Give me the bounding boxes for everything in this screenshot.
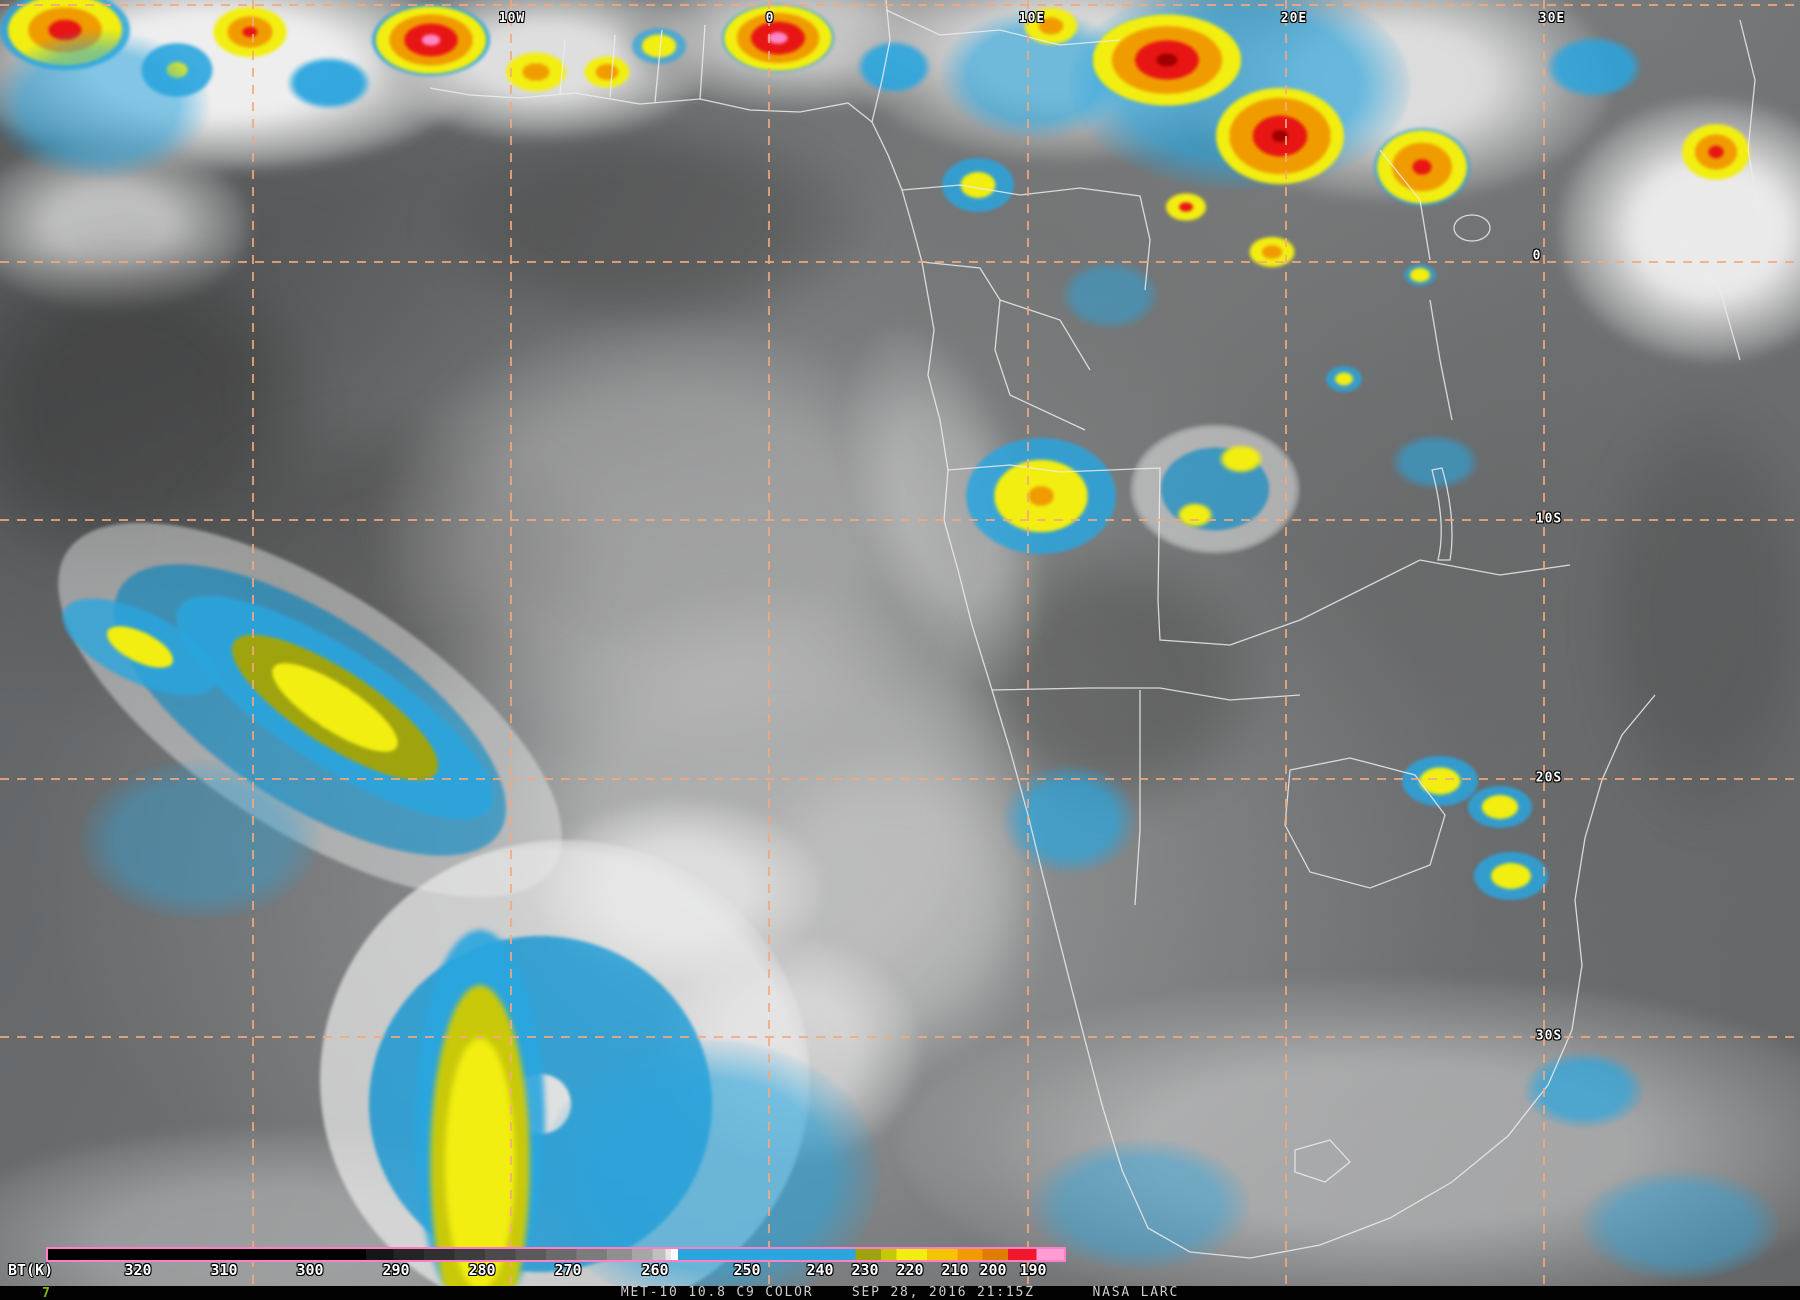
latitude-label: 0 (1532, 248, 1542, 264)
gridline-parallel (0, 778, 1800, 780)
dark-region (1590, 400, 1800, 830)
storm-cell (1164, 192, 1208, 222)
latitude-label: 30S (1535, 1028, 1563, 1044)
storm-cell (1546, 36, 1642, 98)
cloud-patch-blue (286, 56, 372, 110)
temperature-colorbar (46, 1247, 1066, 1262)
storm-cell (212, 6, 288, 58)
cloud-patch-blue (0, 30, 210, 180)
storm-cell (1682, 124, 1750, 180)
cloud-patch-blue (856, 40, 932, 94)
longitude-label: 10W (498, 11, 526, 26)
storm-cell-severe (722, 4, 834, 72)
storm-cell-severe (372, 4, 490, 76)
cloud-patch-blue (80, 760, 320, 920)
storm-cell-severe (1092, 14, 1242, 106)
dark-region (430, 120, 870, 330)
frame-number: 7 (42, 1286, 50, 1300)
storm-cell (1022, 6, 1080, 46)
storm-cell (1176, 502, 1214, 528)
storm-cell-severe (1216, 88, 1344, 184)
colorbar-units-label: BT(K) (8, 1261, 54, 1279)
longitude-label: 10E (1018, 11, 1046, 26)
latitude-label: 20S (1535, 770, 1563, 786)
gridline-meridian (768, 0, 770, 1286)
storm-cell (1404, 264, 1436, 286)
gridline-meridian (510, 0, 512, 1286)
storm-cell (1326, 366, 1362, 392)
cloud-patch-blue (1130, 424, 1300, 554)
cloud-patch-blue (1000, 762, 1140, 877)
cloud-field (900, 980, 1800, 1300)
gridline-parallel (0, 261, 1800, 263)
gridline-parallel (0, 519, 1800, 521)
storm-cell (584, 56, 630, 88)
longitude-label: 30E (1538, 11, 1566, 26)
latitude-label: 10S (1535, 511, 1563, 527)
storm-cell (1474, 852, 1548, 900)
gridline-meridian (1285, 0, 1287, 1286)
longitude-label: 20E (1280, 11, 1308, 26)
storm-cell (1218, 444, 1264, 474)
storm-system-core (415, 930, 545, 1300)
storm-cell (1402, 756, 1478, 806)
gridline-parallel (0, 1036, 1800, 1038)
longitude-label: 0 (765, 11, 775, 26)
gridline-meridian (1543, 0, 1545, 1286)
gridline-meridian (1027, 0, 1029, 1286)
cloud-patch-blue (1580, 1170, 1780, 1280)
gridline-meridian (252, 0, 254, 1286)
gridline-parallel (0, 4, 1800, 6)
storm-cell (502, 50, 570, 94)
cloud-patch-blue (1030, 1140, 1250, 1270)
storm-cell (966, 438, 1116, 554)
caption-text: MET-10 10.8 C9 COLOR SEP 28, 2016 21:15Z… (620, 1285, 1180, 1300)
caption-bar: MET-10 10.8 C9 COLOR SEP 28, 2016 21:15Z… (0, 1286, 1800, 1300)
cloud-patch-blue (1060, 260, 1160, 330)
storm-cell (1468, 786, 1532, 828)
cloud-field (1560, 100, 1800, 360)
storm-cell (1374, 128, 1470, 206)
